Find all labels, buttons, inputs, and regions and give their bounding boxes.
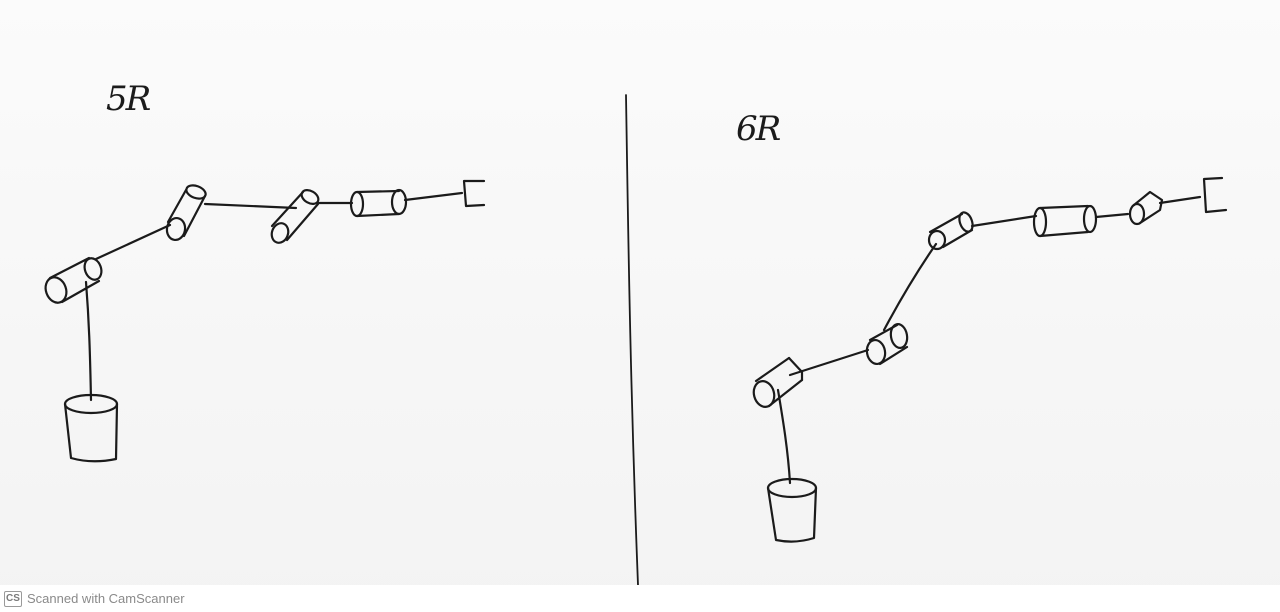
robot-6r-joint-5: [1128, 190, 1164, 226]
camscanner-footer: CS Scanned with CamScanner: [0, 585, 1280, 612]
robot-6r-link-2: [788, 348, 870, 377]
robot-6r-link-1: [776, 388, 792, 485]
robot-6r-joint-4: [1032, 204, 1098, 238]
robot-5r: [44, 179, 486, 463]
robot-6r-link-5: [1094, 212, 1130, 219]
robot-5r-joint-2: [165, 184, 207, 242]
robot-5r-link-1: [84, 280, 93, 402]
camscanner-watermark: Scanned with CamScanner: [27, 591, 185, 606]
robot-6r-link-4: [970, 214, 1038, 228]
robot-5r-link-2: [94, 223, 172, 261]
robot-5r-joint-3: [270, 189, 320, 244]
camscanner-logo-icon: CS: [4, 590, 22, 607]
panel-divider-line: [625, 94, 639, 586]
robot-5r-base: [63, 393, 119, 463]
robot-5r-link-5: [403, 191, 464, 202]
robot-6r-joint-1: [752, 356, 804, 408]
robot-6r-gripper: [1202, 176, 1228, 214]
robot-5r-link-3: [203, 202, 298, 210]
robot-5r-joint-1: [44, 256, 103, 304]
robot-5r-joint-4: [349, 188, 408, 218]
robot-6r-joint-3: [927, 211, 974, 251]
robot-6r-link-3: [882, 242, 938, 332]
robot-6r: [752, 176, 1228, 543]
robot-6r-joint-2: [865, 323, 909, 366]
robot-5r-gripper: [462, 179, 486, 208]
label-6r: 6R: [736, 109, 781, 149]
robot-6r-link-6: [1158, 195, 1202, 205]
label-5r: 5R: [106, 79, 151, 119]
robot-6r-base: [766, 477, 818, 543]
